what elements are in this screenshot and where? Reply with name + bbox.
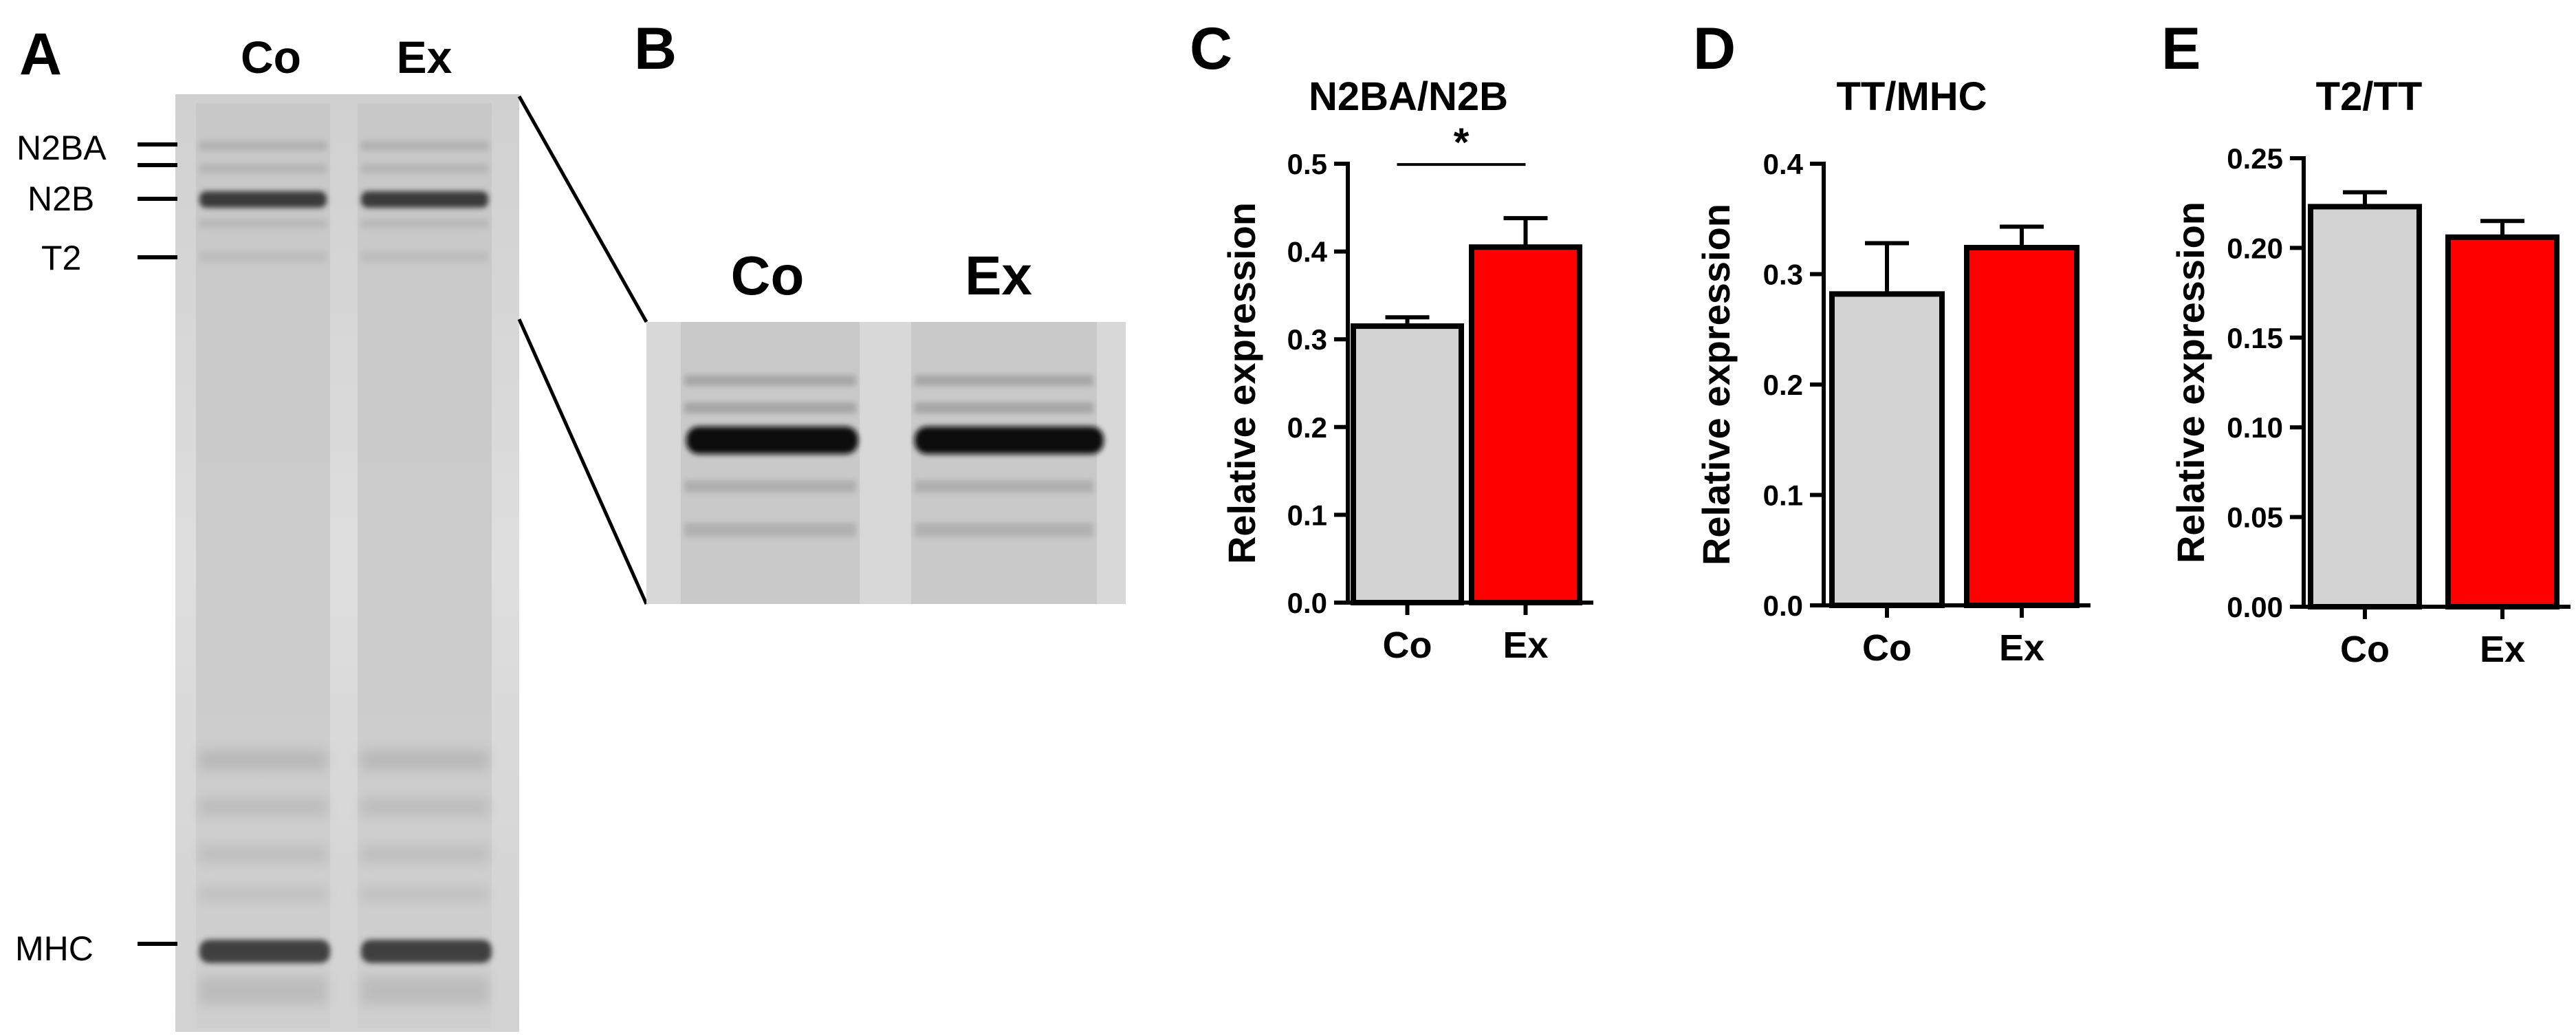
band-label-n2ba: N2BA xyxy=(17,129,107,167)
chart-n2ba-n2b: N2BA/N2B Relative expression Co Ex 0.0 0.1 0.2… xyxy=(1220,74,1593,666)
bar-t2-tt-co xyxy=(2308,204,2422,609)
gel-inset-image xyxy=(646,322,1126,604)
inset-lane-label-ex: Ex xyxy=(965,245,1032,306)
y-tick-label-tt-mhc: 0.3 xyxy=(1763,259,1803,291)
x-tick-label-t2-tt-ex: Ex xyxy=(2480,629,2525,670)
bar-t2-tt-ex xyxy=(2445,234,2559,609)
y-tick-label-tt-mhc: 0.0 xyxy=(1763,590,1803,622)
x-tick-label-n2ba-n2b-co: Co xyxy=(1383,625,1432,666)
gel-lane-label-ex: Ex xyxy=(397,32,452,83)
y-tick-label-t2-tt: 0.10 xyxy=(2227,411,2283,444)
y-tick-label-tt-mhc: 0.4 xyxy=(1763,148,1804,180)
significance-star-n2ba-n2b: * xyxy=(1454,120,1470,165)
gel-image xyxy=(175,94,519,1032)
y-tick-label-n2ba-n2b: 0.0 xyxy=(1287,587,1327,619)
panel-letter-b: B xyxy=(634,16,677,82)
bar-tt-mhc-ex xyxy=(1964,244,2080,609)
chart-title-t2-tt: T2/TT xyxy=(2316,74,2423,119)
panel-letter-d: D xyxy=(1693,16,1736,82)
panel-letter-c: C xyxy=(1190,16,1232,82)
x-tick-label-tt-mhc-ex: Ex xyxy=(1999,627,2044,669)
chart-title-tt-mhc: TT/MHC xyxy=(1836,74,1987,119)
y-tick-label-n2ba-n2b: 0.5 xyxy=(1287,148,1327,180)
chart-t2-tt: T2/TT Relative expression Co Ex 0.00 0.05 0.10… xyxy=(2169,74,2570,670)
panel-letter-e: E xyxy=(2161,16,2201,82)
band-label-mhc: MHC xyxy=(15,929,94,968)
y-tick-label-t2-tt: 0.15 xyxy=(2227,322,2283,354)
bar-tt-mhc-co xyxy=(1829,291,1945,608)
band-markers xyxy=(138,142,177,946)
chart-title-n2ba-n2b: N2BA/N2B xyxy=(1309,74,1508,119)
y-tick-label-t2-tt: 0.25 xyxy=(2227,142,2283,175)
y-axis-label-tt-mhc: Relative expression xyxy=(1694,204,1738,565)
y-axis-label-t2-tt: Relative expression xyxy=(2169,202,2212,563)
x-tick-label-t2-tt-co: Co xyxy=(2340,629,2390,670)
y-tick-label-tt-mhc: 0.1 xyxy=(1763,479,1803,512)
y-tick-label-n2ba-n2b: 0.1 xyxy=(1287,499,1327,531)
x-tick-label-n2ba-n2b-ex: Ex xyxy=(1503,625,1548,666)
y-tick-label-t2-tt: 0.00 xyxy=(2227,591,2283,623)
chart-tt-mhc: TT/MHC Relative expression Co Ex 0.0 0.1 0.2 0.… xyxy=(1694,74,2091,669)
y-tick-label-t2-tt: 0.20 xyxy=(2227,232,2283,264)
y-axis-label-n2ba-n2b: Relative expression xyxy=(1220,202,1263,564)
zoom-connector-lines xyxy=(517,95,648,605)
panel-letter-a: A xyxy=(19,21,62,87)
y-tick-label-n2ba-n2b: 0.2 xyxy=(1287,411,1327,444)
y-tick-label-n2ba-n2b: 0.3 xyxy=(1287,323,1327,356)
inset-lane-label-co: Co xyxy=(731,245,805,306)
bar-n2ba-n2b-co xyxy=(1351,323,1464,605)
band-label-t2: T2 xyxy=(41,239,81,277)
band-label-n2b: N2B xyxy=(28,180,94,218)
bar-n2ba-n2b-ex xyxy=(1469,244,1582,606)
y-tick-label-tt-mhc: 0.2 xyxy=(1763,369,1803,401)
x-tick-label-tt-mhc-co: Co xyxy=(1862,627,1912,669)
y-tick-label-n2ba-n2b: 0.4 xyxy=(1287,236,1328,268)
y-tick-label-t2-tt: 0.05 xyxy=(2227,501,2283,534)
gel-lane-label-co: Co xyxy=(241,32,301,83)
